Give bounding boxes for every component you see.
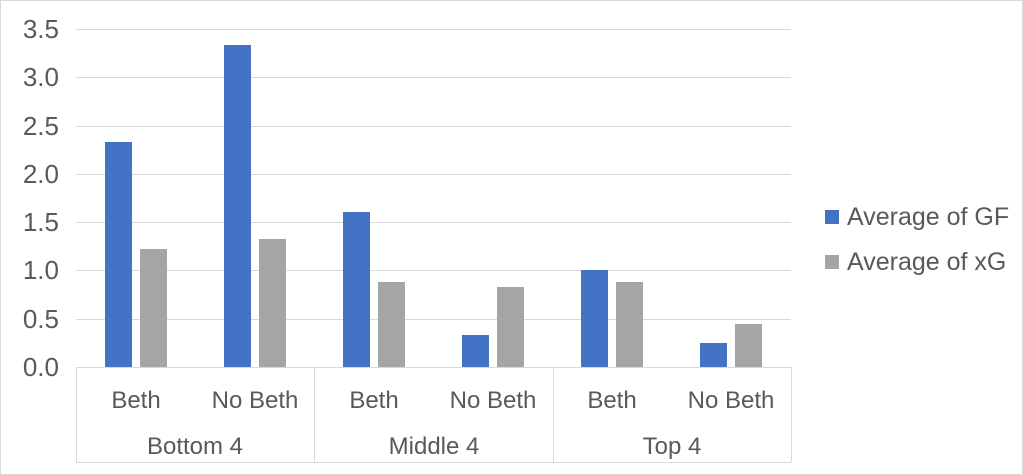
gridline-0.5 [76,319,791,320]
bar-average-of-gf-top-4-beth[interactable] [581,270,608,367]
x-sub-label-top-4-no-beth: No Beth [687,387,775,414]
x-sub-label-top-4-beth: Beth [587,387,637,414]
bar-average-of-xg-top-4-beth[interactable] [616,282,643,367]
legend-marker-average-of-xg [825,255,839,269]
x-axis-table-border [76,462,791,463]
bar-average-of-gf-middle-4-no-beth[interactable] [462,335,489,367]
x-group-label-middle-4: Middle 4 [388,433,480,460]
legend-label-average-of-gf: Average of GF [847,202,1010,231]
bar-average-of-xg-bottom-4-no-beth[interactable] [259,239,286,367]
x-axis-group-separator [76,367,77,462]
gridline-1.5 [76,222,791,223]
y-tick-label-1.5: 1.5 [22,207,59,237]
y-tick-label-2.5: 2.5 [22,111,59,141]
legend-label-average-of-xg: Average of xG [847,247,1007,276]
x-sub-label-bottom-4-beth: Beth [111,387,161,414]
x-axis-group-separator [791,367,792,462]
gridline-3.5 [76,29,791,30]
bar-average-of-xg-middle-4-no-beth[interactable] [497,287,524,367]
gridline-3.0 [76,77,791,78]
y-tick-label-0.5: 0.5 [22,304,59,334]
y-tick-label-3.5: 3.5 [22,14,59,44]
gridline-2.5 [76,126,791,127]
bar-average-of-gf-top-4-no-beth[interactable] [700,343,727,367]
bar-average-of-gf-middle-4-beth[interactable] [343,212,370,367]
gridline-1.0 [76,270,791,271]
x-group-label-top-4: Top 4 [642,433,702,460]
x-sub-label-middle-4-beth: Beth [349,387,399,414]
bar-average-of-xg-bottom-4-beth[interactable] [140,249,167,367]
x-axis-line [76,367,791,368]
bar-average-of-xg-top-4-no-beth[interactable] [735,324,762,367]
legend-marker-average-of-gf [825,210,839,224]
x-sub-label-middle-4-no-beth: No Beth [449,387,537,414]
legend-entry-average-of-xg[interactable]: Average of xG [825,248,1006,276]
x-group-label-bottom-4: Bottom 4 [146,433,244,460]
legend-entry-average-of-gf[interactable]: Average of GF [825,203,1009,231]
x-axis-group-separator [314,367,315,462]
x-sub-label-bottom-4-no-beth: No Beth [211,387,299,414]
y-tick-label-0.0: 0.0 [22,352,59,382]
bar-average-of-gf-bottom-4-no-beth[interactable] [224,45,251,367]
gridline-2.0 [76,174,791,175]
bar-average-of-gf-bottom-4-beth[interactable] [105,142,132,367]
bar-average-of-xg-middle-4-beth[interactable] [378,282,405,367]
y-tick-label-3.0: 3.0 [22,62,59,92]
y-tick-label-1.0: 1.0 [22,255,59,285]
x-axis-group-separator [553,367,554,462]
y-tick-label-2.0: 2.0 [22,159,59,189]
